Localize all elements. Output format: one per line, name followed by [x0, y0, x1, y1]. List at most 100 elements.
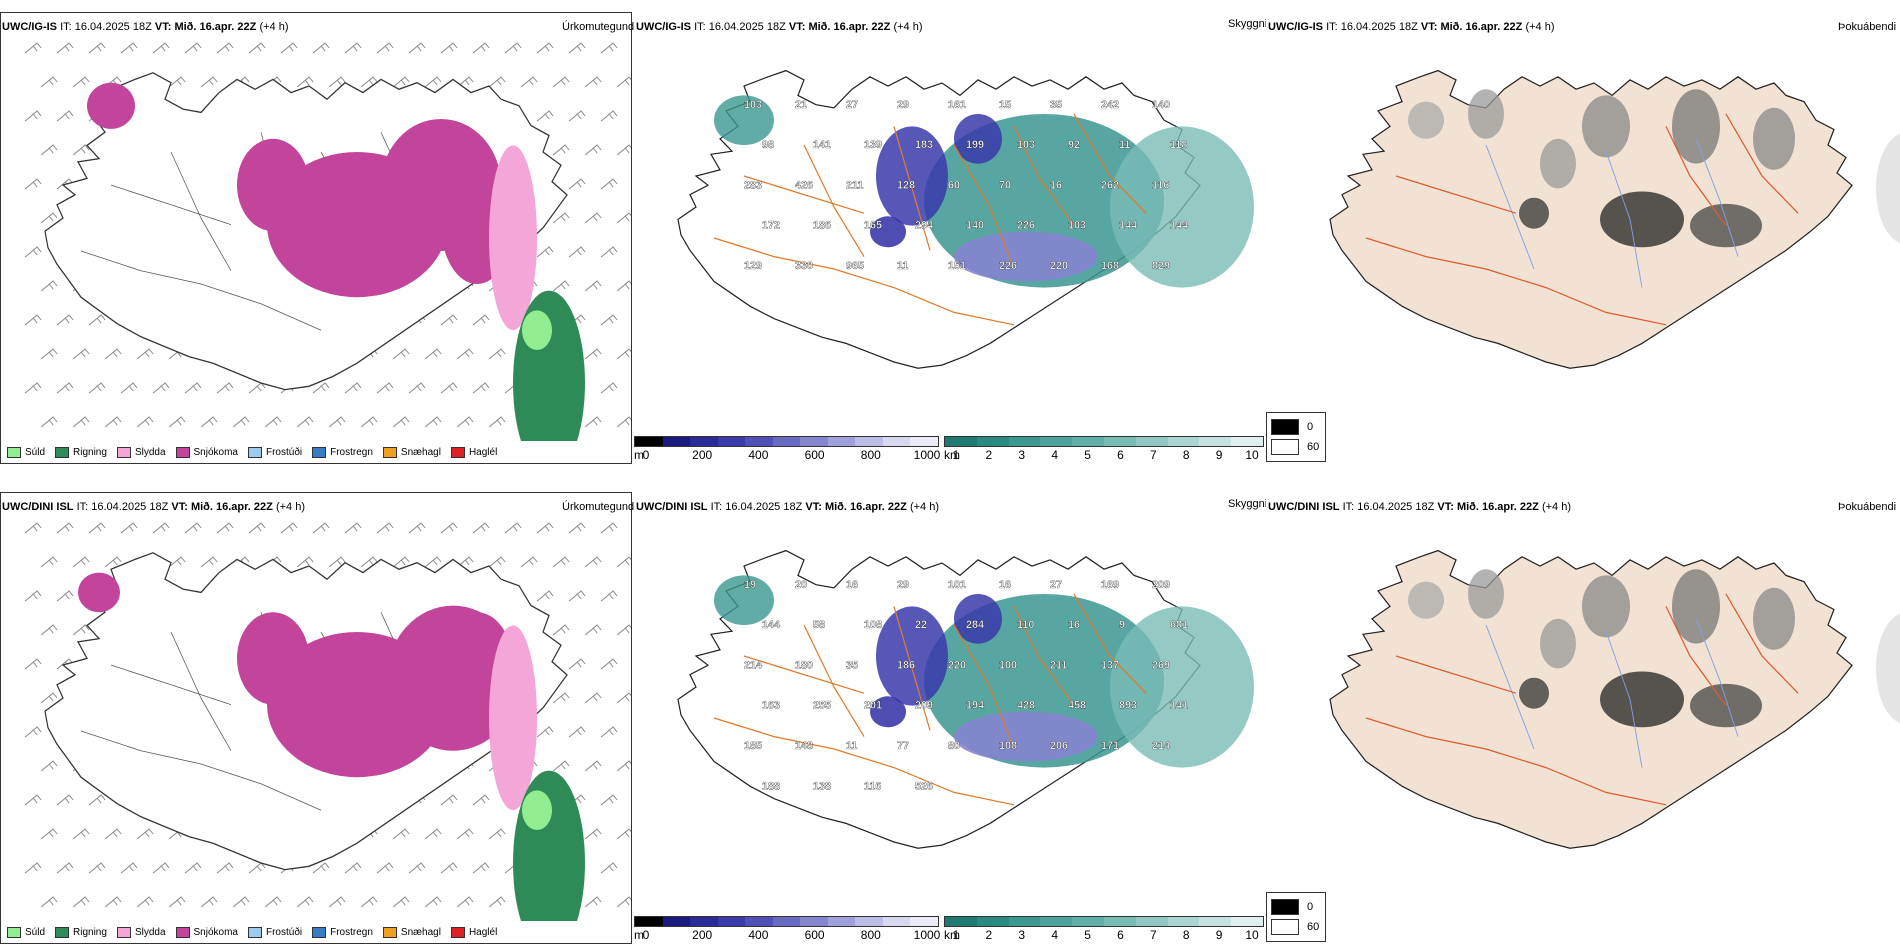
- precip-legend-swatch: [312, 926, 327, 938]
- cloudbase-value-label: 255: [813, 700, 831, 712]
- precip-legend-item: Snjókoma: [175, 446, 238, 458]
- colorbar-segment: [1167, 917, 1200, 926]
- cloud-panel-row2: 19 20 16 29 101 16 27 169 209 144 58 108 22 284 110 16 9…: [634, 492, 1264, 944]
- precip-legend-item: Frostregn: [312, 926, 373, 938]
- cloudbase-value-label: 98: [762, 139, 774, 151]
- row1-header-fog: UWC/IG-IS IT: 16.04.2025 18Z VT: Mið. 16…: [1268, 21, 1555, 33]
- precip-legend-label: Rigning: [73, 446, 107, 458]
- cloudbase-value-label: 16: [846, 579, 858, 591]
- cloudbase-value-label: 20: [795, 579, 807, 591]
- cloudbase-value-label: 171: [1101, 740, 1119, 752]
- cloudbase-value-label: 141: [1170, 700, 1188, 712]
- fog-legend-row1: 0 60: [1266, 412, 1326, 462]
- precip-legend-item: Haglél: [450, 446, 497, 458]
- fog-legend-swatch: [1271, 439, 1299, 455]
- cloudbase-value-label: 214: [744, 659, 763, 671]
- precip-legend-item: Haglél: [450, 926, 497, 938]
- fog-legend-item: 0: [1271, 417, 1321, 437]
- colorbar-strip: [944, 436, 1264, 447]
- precip-legend-label: Frostregn: [330, 926, 373, 938]
- colorbar-tick-label: 7: [1149, 928, 1157, 942]
- colorbar-tick-label: 1: [952, 928, 960, 942]
- colorbar-strip: [634, 916, 939, 927]
- row1-header-precip: UWC/IG-IS IT: 16.04.2025 18Z VT: Mið. 16…: [2, 21, 289, 33]
- cloudbase-value-label: 168: [1101, 260, 1119, 272]
- cloudbase-value-label: 103: [1068, 220, 1086, 232]
- cloudbase-value-label: 103: [1017, 139, 1035, 151]
- cloudbase-value-label: 283: [744, 179, 762, 191]
- row2-header-cloud: UWC/DINI ISL IT: 16.04.2025 18Z VT: Mið.…: [636, 501, 939, 513]
- colorbar-segment: [662, 917, 691, 926]
- cloudbase-value-label: 186: [897, 659, 915, 671]
- colorbar-segment: [1231, 437, 1263, 446]
- fog-legend-item: 60: [1271, 917, 1321, 937]
- colorbar-tick-label: 200: [692, 448, 713, 462]
- fog-map: [1329, 549, 1900, 849]
- cloudbase-value-label: 92: [1068, 139, 1080, 151]
- colorbar-segment: [910, 917, 939, 926]
- colorbar-tick-label: 2: [985, 928, 993, 942]
- cloudbase-colorbar-row1: m 0 200 400 600 800 1000: [634, 436, 940, 462]
- precip-legend-swatch: [175, 926, 190, 938]
- cloudbase-value-label: 108: [864, 619, 882, 631]
- precip-legend-swatch: [175, 446, 190, 458]
- colorbar-segment: [1103, 917, 1136, 926]
- cloudbase-value-label: 16: [1050, 179, 1062, 191]
- colorbar-tick-label: 8: [1182, 928, 1190, 942]
- fog-panel-row2: [1266, 492, 1900, 944]
- fog-legend-label: 60: [1307, 441, 1320, 453]
- cloudbase-value-label: 262: [1101, 179, 1119, 191]
- colorbar-segment: [976, 917, 1009, 926]
- cloudbase-value-label: 294: [915, 220, 934, 232]
- precip-legend-item: Rigning: [55, 446, 107, 458]
- cloudbase-value-label: 110: [1017, 619, 1034, 631]
- cloud-map: 103 21 27 29 161 15 35 242 140 98 141 139 183 199 103 9…: [677, 69, 1254, 369]
- cloudbase-value-label: 458: [1068, 700, 1086, 712]
- fog-legend-swatch: [1271, 919, 1299, 935]
- cloudbase-value-label: 35: [846, 659, 858, 671]
- row1-header-cloud: UWC/IG-IS IT: 16.04.2025 18Z VT: Mið. 16…: [636, 21, 923, 33]
- cloudbase-value-label: 129: [744, 260, 762, 272]
- precip-legend-swatch: [55, 926, 70, 938]
- precip-legend-label: Frostúði: [265, 926, 303, 938]
- colorbar-unit: km: [944, 928, 960, 942]
- precip-legend: Súld Rigning Slydda Snjókoma Frostúði Frostre…: [1, 921, 631, 943]
- colorbar-segment: [1040, 437, 1073, 446]
- cloudbase-value-label: 220: [948, 659, 966, 671]
- colorbar-tick-label: 4: [1051, 448, 1058, 462]
- precip-legend-item: Rigning: [55, 926, 107, 938]
- precip-legend-swatch: [382, 926, 397, 938]
- cloudbase-value-label: 101: [948, 579, 966, 591]
- cloudbase-value-label: 681: [1170, 619, 1188, 631]
- cloudbase-value-label: 116: [864, 780, 881, 792]
- cloudbase-value-label: 151: [948, 260, 966, 272]
- precip-legend-swatch: [247, 446, 262, 458]
- colorbar-segment: [1072, 917, 1104, 926]
- precip-legend-label: Snjókoma: [193, 446, 238, 458]
- cloudbase-value-label: 169: [1101, 579, 1119, 591]
- colorbar-tick-label: 3: [1018, 448, 1026, 462]
- colorbar-segment: [717, 917, 746, 926]
- colorbar-tick-label: 0: [642, 448, 650, 462]
- colorbar-segment: [1199, 437, 1232, 446]
- colorbar-tick-label: 1000: [913, 928, 941, 942]
- cloudbase-value-label: 29: [897, 579, 909, 591]
- colorbar-unit: m: [634, 448, 644, 462]
- precip-legend-item: Snæhagl: [382, 446, 441, 458]
- colorbar-tick-label: 600: [804, 928, 825, 942]
- row1-title-cloud: Skyggni: [1228, 18, 1268, 30]
- cloudbase-value-label: 21: [795, 99, 807, 111]
- precip-legend-swatch: [450, 446, 465, 458]
- cloudbase-value-label: 214: [1152, 740, 1171, 752]
- colorbar-tick-label: 7: [1149, 448, 1157, 462]
- cloudbase-value-label: 103: [744, 99, 762, 111]
- cloudbase-value-label: 11: [897, 260, 908, 272]
- colorbar-tick-label: 5: [1084, 448, 1091, 462]
- precip-legend-label: Súld: [25, 446, 46, 458]
- fog-legend-label: 0: [1307, 901, 1314, 913]
- colorbar-segment: [662, 437, 691, 446]
- fog-panel-row1: [1266, 12, 1900, 464]
- precip-legend-swatch: [116, 926, 131, 938]
- cloudbase-value-label: 206: [1050, 740, 1068, 752]
- cloudbase-value-label: 144: [1170, 220, 1189, 232]
